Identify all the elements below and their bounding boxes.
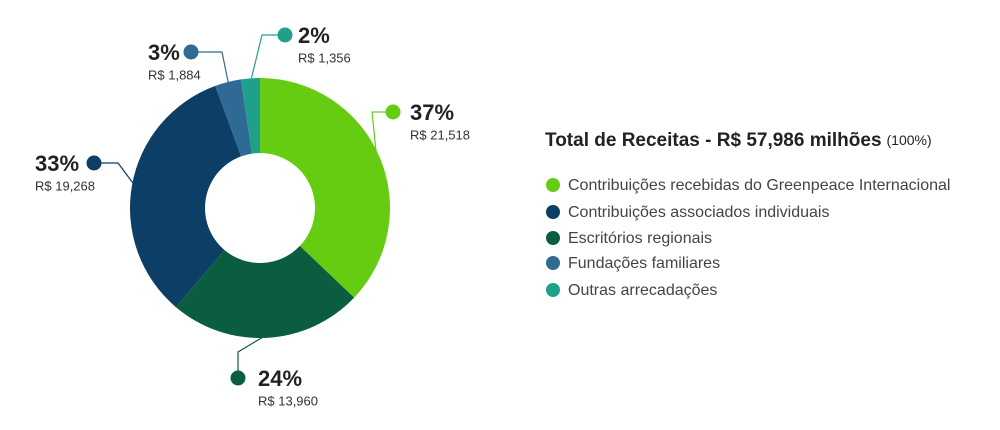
- percent-label: 24%: [258, 366, 302, 391]
- legend-label: Contribuições recebidas do Greenpeace In…: [568, 177, 950, 194]
- label-dot: [230, 370, 246, 386]
- value-label: R$ 13,960: [258, 393, 318, 408]
- legend-marker: [546, 231, 560, 245]
- leader-line: [237, 334, 268, 378]
- slice: [129, 85, 242, 308]
- slice: [175, 245, 355, 338]
- slice: [215, 79, 252, 157]
- legend-marker: [546, 205, 560, 219]
- slice: [260, 78, 390, 298]
- percent-label: 3%: [148, 40, 180, 65]
- value-label: R$ 21,518: [410, 127, 470, 142]
- legend-label: Escritórios regionais: [568, 230, 712, 247]
- legend-marker: [546, 256, 560, 270]
- label-dot: [86, 155, 102, 171]
- label-dot: [183, 44, 199, 60]
- title-note: (100%): [887, 132, 932, 148]
- leader-line: [250, 34, 285, 82]
- legend-marker: [546, 178, 560, 192]
- label-dot: [277, 27, 293, 43]
- label-dot: [385, 104, 401, 120]
- percent-label: 37%: [410, 100, 454, 125]
- legend-label: Fundações familiares: [568, 255, 720, 272]
- title-main: Total de Receitas - R$ 57,986 milhões: [545, 130, 882, 151]
- value-label: R$ 1,884: [148, 67, 201, 82]
- legend-label: Outras arrecadações: [568, 282, 717, 299]
- value-label: R$ 1,356: [298, 50, 351, 65]
- chart-title: Total de Receitas - R$ 57,986 milhões (10…: [545, 130, 932, 151]
- legend-label: Contribuições associados individuais: [568, 204, 829, 221]
- legend-marker: [546, 283, 560, 297]
- value-label: R$ 19,268: [35, 178, 95, 193]
- leader-line: [94, 162, 136, 187]
- slice: [240, 78, 260, 154]
- percent-label: 33%: [35, 151, 79, 176]
- percent-label: 2%: [298, 23, 330, 48]
- leader-line: [191, 51, 230, 86]
